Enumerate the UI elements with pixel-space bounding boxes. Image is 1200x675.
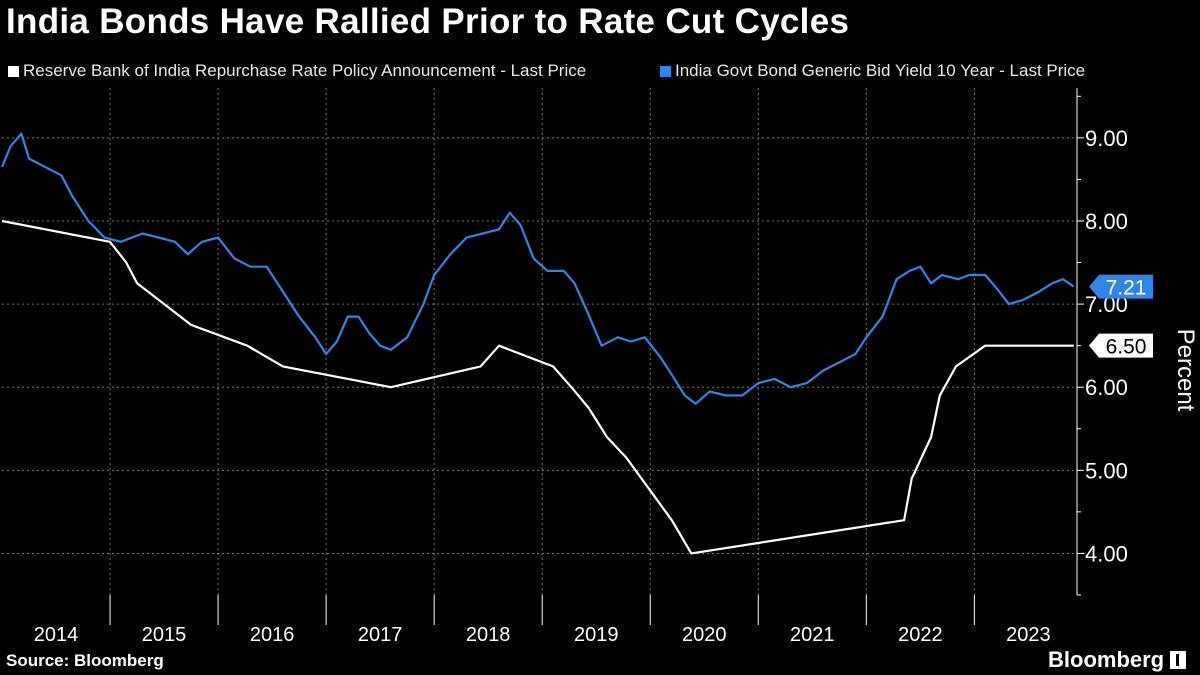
series-line-policy-rate <box>1 219 1074 555</box>
y-tick-label: 9.00 <box>1085 126 1128 151</box>
x-tick-label: 2023 <box>1006 624 1051 646</box>
series-line-bond-yield <box>0 132 1075 405</box>
bloomberg-logo: Bloomberg <box>1048 647 1187 673</box>
x-tick-label: 2017 <box>358 624 403 646</box>
last-value-tag-bond-yield <box>1089 274 1153 299</box>
chart-title: India Bonds Have Rallied Prior to Rate C… <box>6 2 850 41</box>
source-note: Source: Bloomberg <box>6 651 164 670</box>
last-value-tag-policy-rate <box>1089 333 1153 358</box>
y-tick-label: 8.00 <box>1085 209 1128 234</box>
x-axis: 2014 2015 2016 2017 2018 2019 2020 2021 2022 2023 <box>34 595 1051 646</box>
last-value-tags: 6.50 7.21 <box>1089 274 1153 359</box>
x-tick-label: 2019 <box>574 624 619 646</box>
y-axis-label: Percent <box>1172 329 1199 412</box>
last-value-label-policy-rate: 6.50 <box>1106 336 1147 359</box>
x-tick-label: 2018 <box>466 624 511 646</box>
y-axis: 4.005.006.007.008.009.00 <box>1076 88 1128 596</box>
brand-text: Bloomberg <box>1048 647 1165 672</box>
legend-item-policy-rate: Reserve Bank of India Repurchase Rate Po… <box>8 61 586 81</box>
last-value-label-bond-yield: 7.21 <box>1106 277 1147 300</box>
x-tick-label: 2016 <box>250 624 295 646</box>
legend-swatch-policy-rate <box>8 65 19 77</box>
x-tick-label: 2021 <box>790 624 835 646</box>
legend-swatch-bond-yield <box>660 65 671 77</box>
legend-label-policy-rate: Reserve Bank of India Repurchase Rate Po… <box>23 61 587 80</box>
bloomberg-terminal-icon <box>1170 651 1187 669</box>
x-tick-label: 2020 <box>682 624 727 646</box>
legend-label-bond-yield: India Govt Bond Generic Bid Yield 10 Yea… <box>675 61 1086 80</box>
legend-item-bond-yield: India Govt Bond Generic Bid Yield 10 Yea… <box>660 61 1085 81</box>
y-tick-label: 4.00 <box>1085 541 1128 566</box>
y-tick-label: 5.00 <box>1085 458 1128 483</box>
x-tick-label: 2015 <box>142 624 187 646</box>
x-tick-label: 2022 <box>898 624 943 646</box>
x-tick-label: 2014 <box>34 624 79 646</box>
gridlines <box>2 88 1077 595</box>
y-tick-label: 6.00 <box>1085 375 1128 400</box>
series-layer <box>0 132 1075 555</box>
